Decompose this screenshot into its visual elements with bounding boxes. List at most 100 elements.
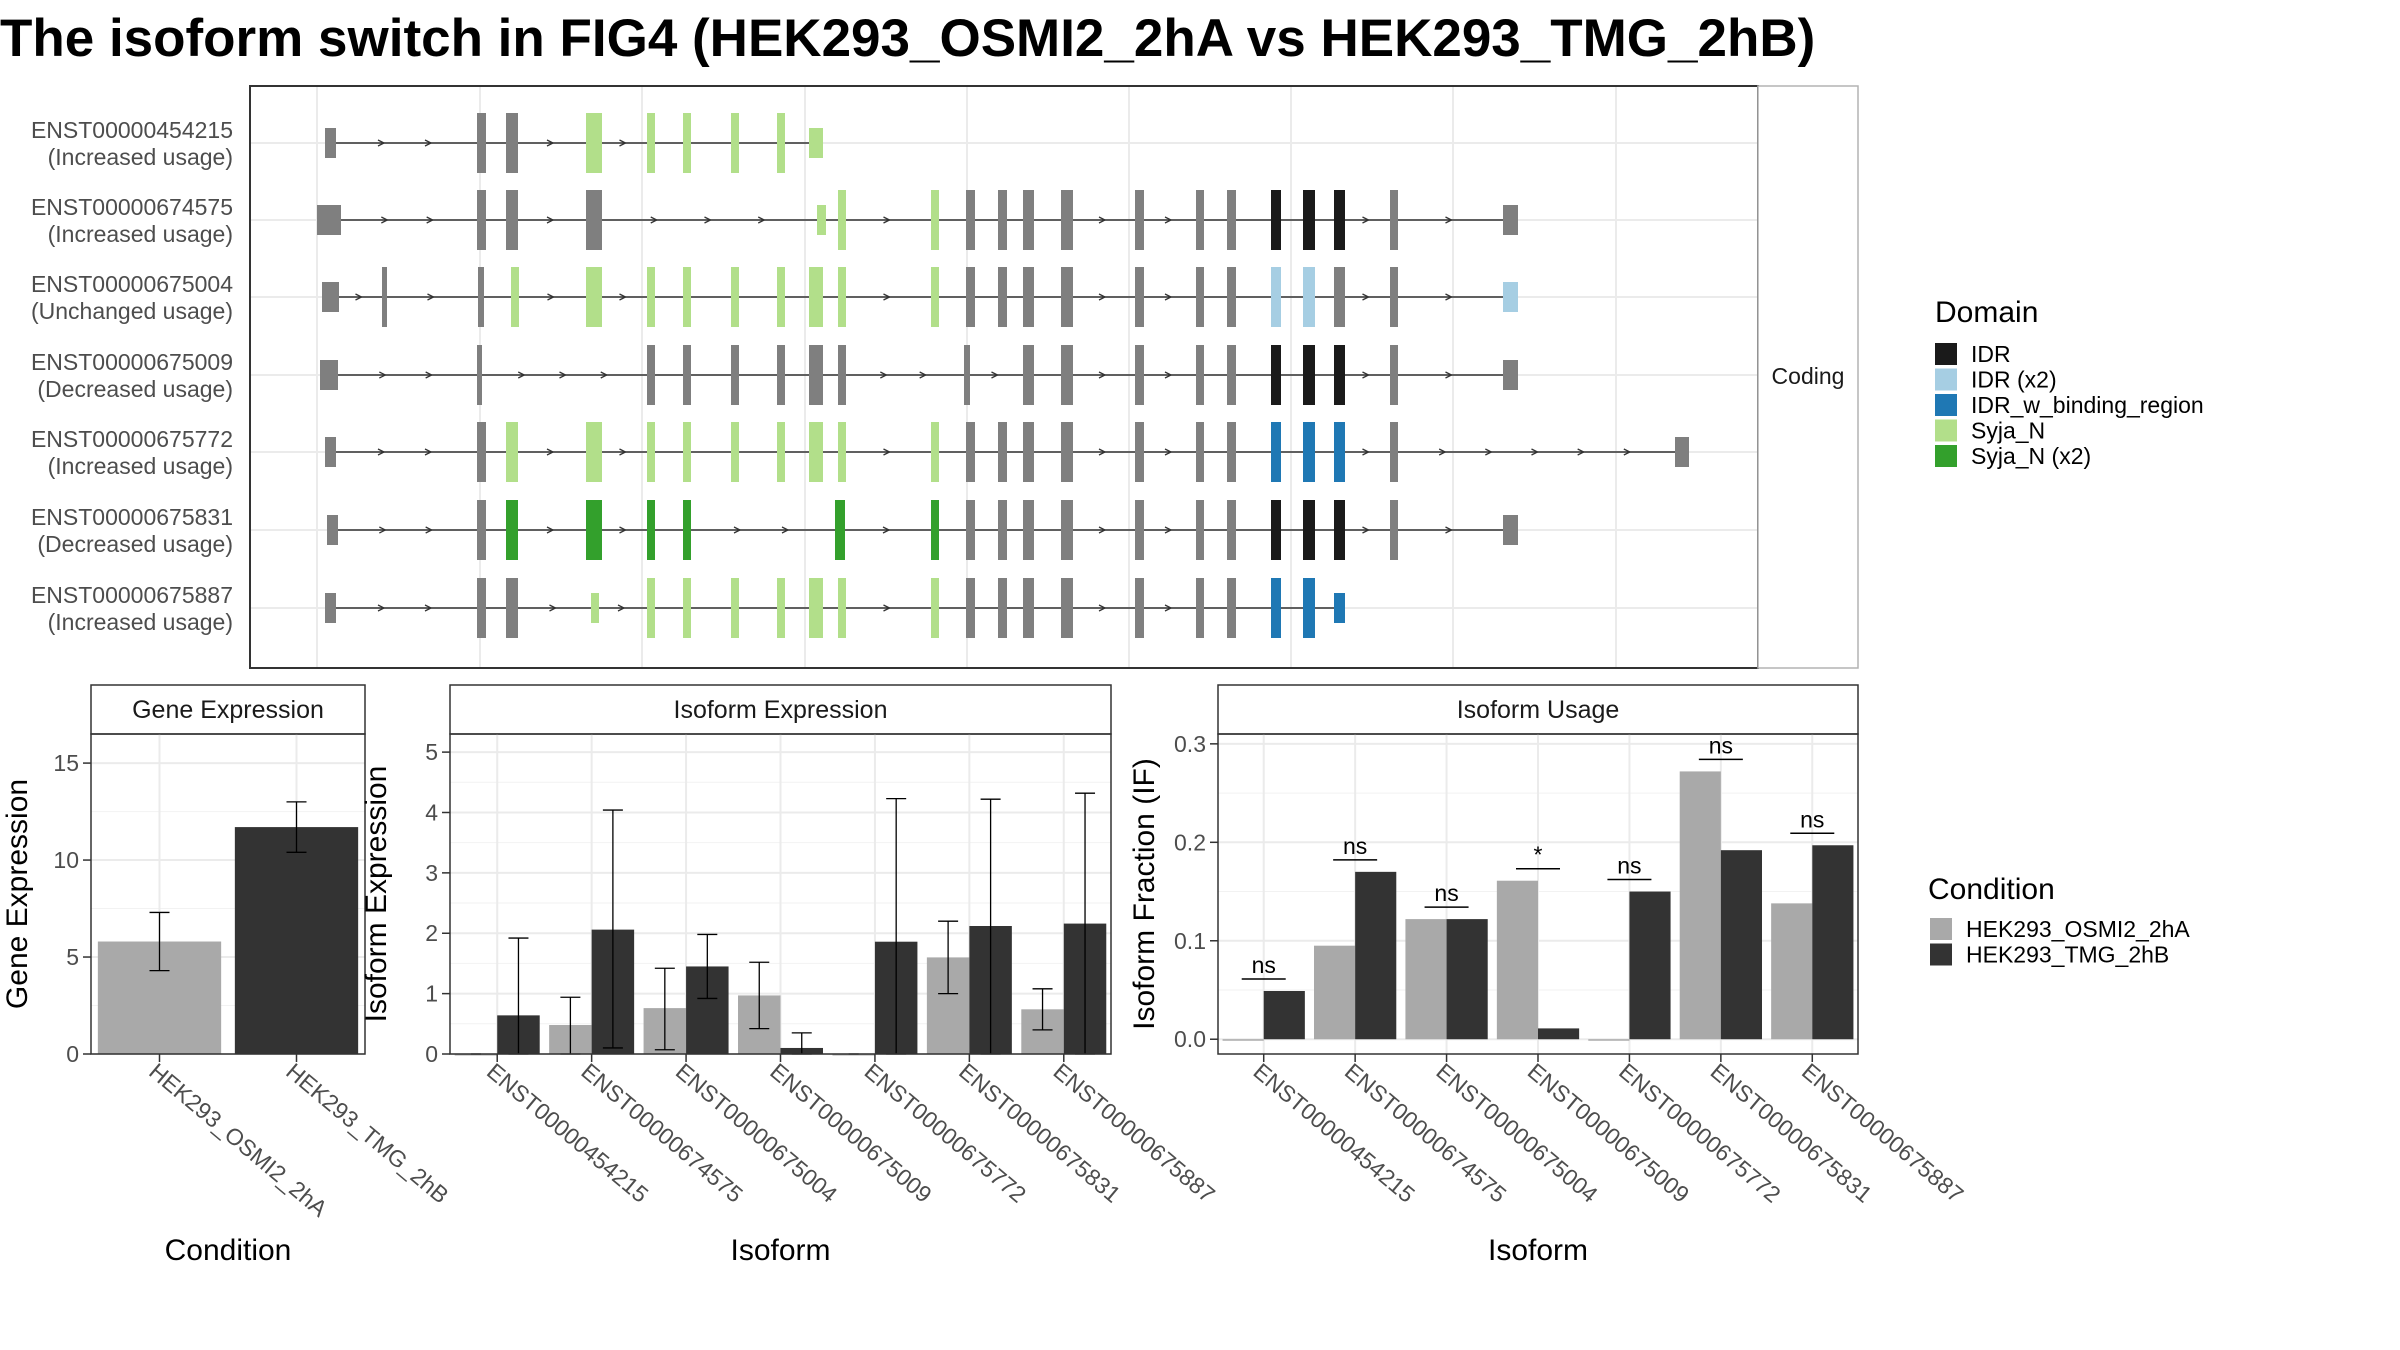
bar [1222,1039,1264,1041]
x-axis-title: Condition [165,1234,292,1267]
exon [817,205,826,235]
exon [477,578,486,638]
exon [1061,422,1073,482]
exon [506,113,518,173]
exon [647,422,655,482]
exon [1227,500,1236,560]
isoform-usage-label: (Unchanged usage) [31,298,233,324]
exon [998,422,1007,482]
intron-arrow [1098,371,1107,379]
intron-arrow [1362,371,1370,379]
exon [1503,205,1518,235]
exon [506,190,518,250]
exon [1227,345,1236,405]
x-tick-label: ENST00000675887 [1049,1058,1221,1208]
exon [477,113,486,173]
exon [1503,515,1518,545]
exon [777,267,785,327]
exon [325,593,336,623]
exon [325,437,336,467]
exon [777,578,785,638]
exon [506,500,518,560]
exon [1675,437,1689,467]
significance-label: ns [1617,853,1641,879]
exon [477,345,482,405]
y-axis-title: Isoform Expression [360,766,393,1023]
exon [838,422,846,482]
y-tick-label: 0.2 [1174,829,1206,855]
x-tick-label: ENST00000675772 [860,1058,1032,1208]
exon [317,205,341,235]
exon [477,190,486,250]
exon [835,500,845,560]
intron-arrow [1098,526,1107,534]
bar [1812,845,1854,1040]
intron-arrow [882,526,891,534]
intron-arrow [1445,371,1453,379]
exon [809,267,823,327]
intron-arrow [549,604,557,612]
isoform-usage-label: (Decreased usage) [37,531,233,557]
exon [1303,267,1315,327]
x-tick-label: ENST00000674575 [1340,1058,1512,1208]
bar [1446,919,1488,1040]
exon [478,267,484,327]
y-axis-title: Gene Expression [1,779,34,1009]
intron-arrow [559,371,567,379]
panel-title: Isoform Expression [674,696,888,724]
intron-arrow [546,448,555,456]
bar [1314,945,1356,1040]
panel-isoform-expression: Isoform Expression012345ENST00000454215E… [360,684,1221,1267]
exon [966,500,975,560]
x-axis-title: Isoform [730,1234,830,1267]
intron-arrow [1485,448,1493,456]
exon [1196,500,1204,560]
y-tick-label: 5 [66,944,79,970]
exon [586,267,602,327]
intron-arrow [704,216,712,224]
bar [1263,990,1305,1040]
intron-arrow [1623,448,1632,456]
exon [1023,578,1034,638]
exon [586,113,602,173]
bar [1720,850,1762,1040]
x-tick-label: ENST00000454215 [1249,1058,1421,1208]
exon [931,578,939,638]
intron-arrow [425,526,434,534]
intron-arrow [1098,293,1107,301]
bar [1355,871,1397,1040]
intron-arrow [1362,293,1370,301]
x-tick-label: ENST00000675009 [765,1058,937,1208]
exon [777,422,785,482]
exon [931,500,939,560]
exon [1503,282,1518,312]
exon [382,267,387,327]
domain-legend-label: Syja_N [1971,418,2045,444]
exon [1061,190,1073,250]
intron-arrow [1164,293,1173,301]
exon [477,500,486,560]
y-tick-label: 0.1 [1174,928,1206,954]
exon [327,515,338,545]
intron-arrow [883,216,891,224]
exon [1271,267,1281,327]
domain-legend-label: IDR (x2) [1971,367,2057,393]
exon [998,267,1007,327]
exon [1196,267,1204,327]
intron-arrow [1531,448,1539,456]
intron-arrow [991,371,999,379]
bar [1771,903,1813,1040]
condition-legend-title: Condition [1928,873,2055,906]
significance-label: ns [1343,833,1367,859]
isoform-usage-label: (Increased usage) [48,221,233,247]
exon [1390,267,1398,327]
intron-arrow [355,293,363,301]
exon [931,422,939,482]
intron-arrow [546,216,555,224]
y-tick-label: 1 [425,981,438,1007]
intron-arrow [650,216,659,224]
exon [964,345,970,405]
x-tick-label: ENST00000675887 [1797,1058,1969,1208]
exon [647,113,655,173]
x-axis-title: Isoform [1488,1234,1588,1267]
